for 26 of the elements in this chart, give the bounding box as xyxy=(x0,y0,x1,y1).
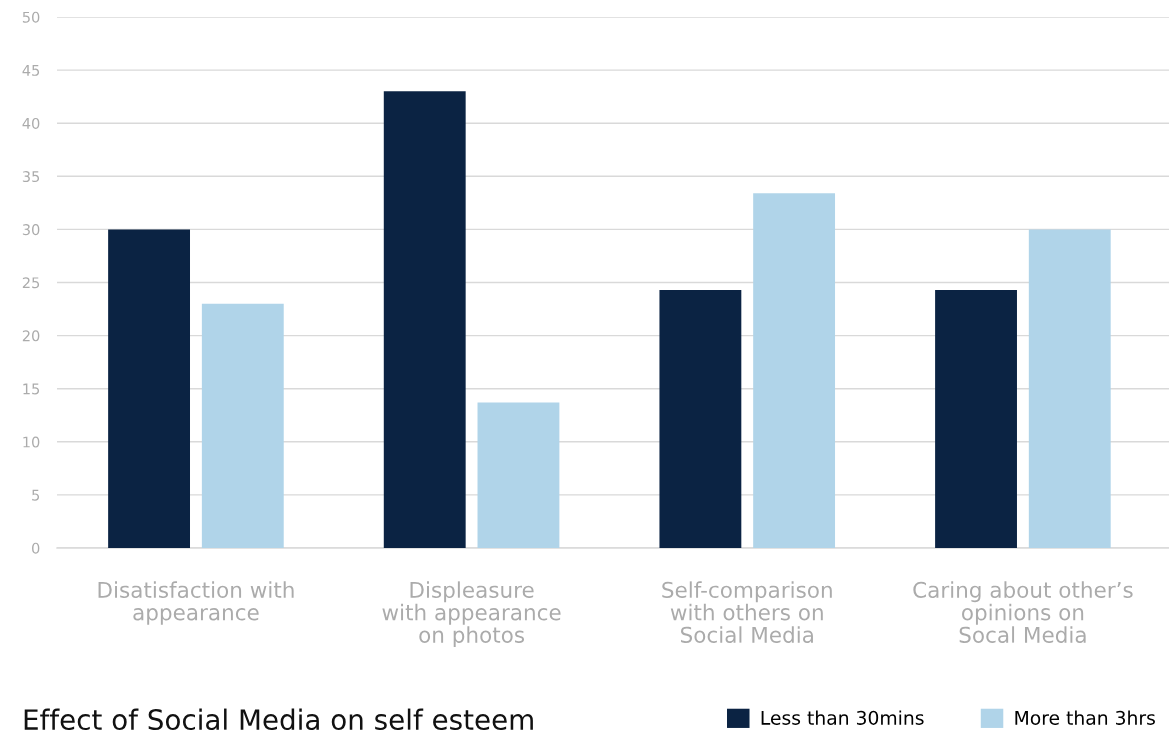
bar xyxy=(108,229,190,548)
text: Effect of Social Media on self esteem xyxy=(24,708,533,731)
y-tick-label: 5 xyxy=(32,489,40,501)
bar xyxy=(201,303,284,548)
y-tick-label: 10 xyxy=(23,436,40,448)
bar xyxy=(935,289,1017,548)
y-tick-label: 0 xyxy=(32,542,40,554)
bar xyxy=(383,91,466,548)
x-tick-label: Caring about other’s opinions on Socal Media xyxy=(913,581,1133,643)
y-tick-label: 30 xyxy=(22,224,40,236)
y-tick-label: 20 xyxy=(22,330,40,342)
bar xyxy=(1028,229,1111,548)
x-tick-label: Displeasure with appearance on photos xyxy=(382,581,561,648)
x-tick-label: Self-comparison with others on Social Media xyxy=(662,581,832,643)
bar xyxy=(659,289,742,548)
y-tick-label: 40 xyxy=(22,117,40,129)
y-tick-label: 35 xyxy=(22,171,40,183)
y-tick-label: 50 xyxy=(22,11,40,23)
bar xyxy=(753,193,836,548)
y-tick-label: 15 xyxy=(23,383,40,395)
legend-label: Less than 30mins xyxy=(761,710,924,725)
legend-label: More than 3hrs xyxy=(1015,710,1155,725)
y-tick-label: 25 xyxy=(22,277,40,289)
y-tick-label: 45 xyxy=(22,65,40,76)
bar xyxy=(477,402,560,548)
x-tick-label: Disatisfaction with appearance xyxy=(98,581,294,625)
